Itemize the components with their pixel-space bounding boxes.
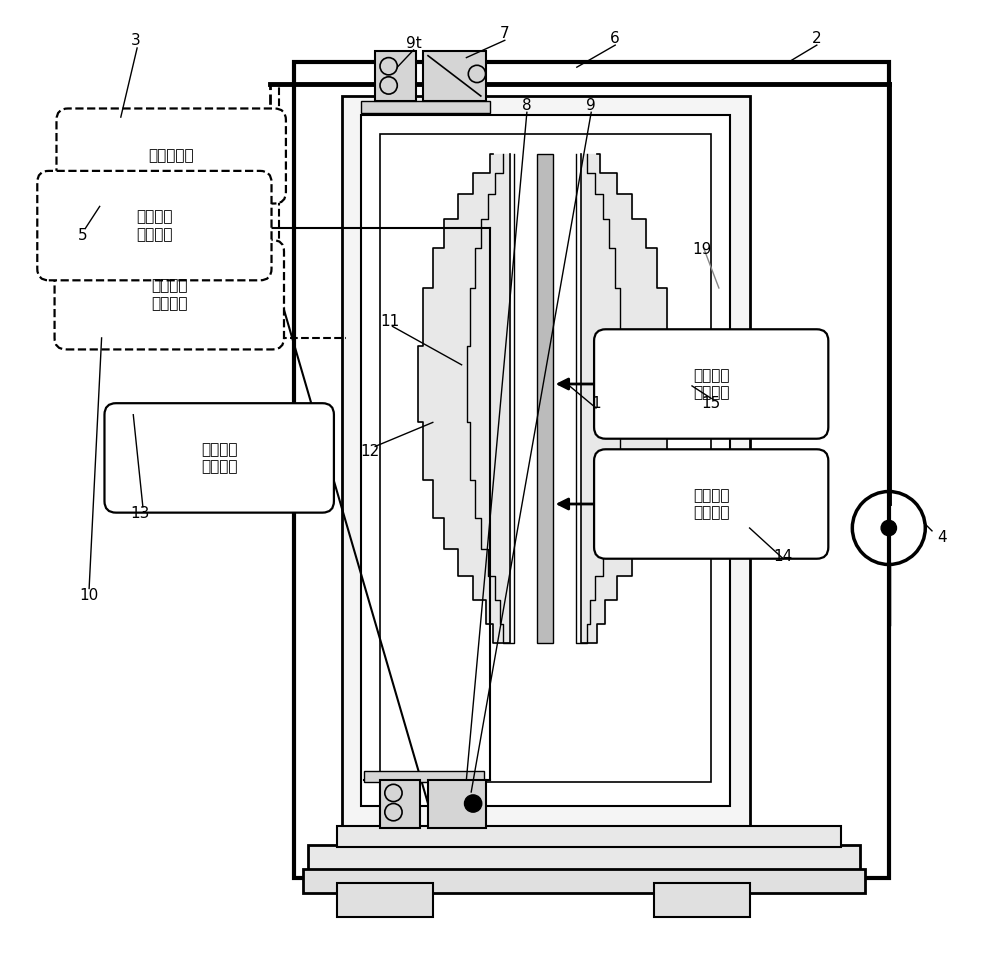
Text: 19: 19 xyxy=(692,242,711,257)
Bar xyxy=(380,780,420,828)
Text: 4: 4 xyxy=(937,530,946,545)
Text: 5: 5 xyxy=(78,228,87,243)
Bar xyxy=(303,869,865,893)
Text: 电压源模块: 电压源模块 xyxy=(148,149,194,163)
Text: 1: 1 xyxy=(591,396,601,411)
Bar xyxy=(380,134,711,782)
FancyBboxPatch shape xyxy=(104,403,334,513)
Text: 2: 2 xyxy=(812,31,822,46)
Bar xyxy=(361,101,490,113)
Text: 8: 8 xyxy=(522,98,532,113)
Bar xyxy=(423,51,486,101)
Text: 3: 3 xyxy=(130,33,140,48)
Text: 12: 12 xyxy=(361,444,380,459)
Bar xyxy=(364,771,484,782)
Text: 振动特性
监测模块: 振动特性 监测模块 xyxy=(201,442,237,474)
Text: 介电响应
测试模块: 介电响应 测试模块 xyxy=(151,278,188,311)
Bar xyxy=(342,96,750,826)
Text: 放电特征
监测模块: 放电特征 监测模块 xyxy=(136,209,173,242)
Text: 放电现象
观测模块: 放电现象 观测模块 xyxy=(693,488,729,520)
Text: 15: 15 xyxy=(702,396,721,411)
Text: 9: 9 xyxy=(586,98,596,113)
Text: 红外温度
监测模块: 红外温度 监测模块 xyxy=(693,368,729,400)
Bar xyxy=(428,780,486,828)
Circle shape xyxy=(881,520,896,536)
FancyBboxPatch shape xyxy=(594,329,828,439)
Text: 10: 10 xyxy=(79,588,99,603)
Bar xyxy=(537,154,553,643)
Text: 14: 14 xyxy=(774,549,793,564)
FancyBboxPatch shape xyxy=(56,108,286,204)
Bar xyxy=(654,883,750,917)
Polygon shape xyxy=(418,154,510,643)
Bar xyxy=(294,62,889,878)
Text: 9t: 9t xyxy=(406,36,421,51)
FancyBboxPatch shape xyxy=(594,449,828,559)
Text: 6: 6 xyxy=(610,31,620,46)
Circle shape xyxy=(464,795,482,812)
Bar xyxy=(375,51,416,101)
Text: 13: 13 xyxy=(130,506,150,521)
FancyBboxPatch shape xyxy=(37,171,272,280)
FancyBboxPatch shape xyxy=(55,240,284,349)
Bar xyxy=(361,115,730,806)
Text: 7: 7 xyxy=(500,26,510,41)
Text: 11: 11 xyxy=(380,314,399,329)
Bar xyxy=(308,845,860,883)
Bar xyxy=(337,826,841,847)
Polygon shape xyxy=(581,154,672,643)
Bar xyxy=(337,883,433,917)
